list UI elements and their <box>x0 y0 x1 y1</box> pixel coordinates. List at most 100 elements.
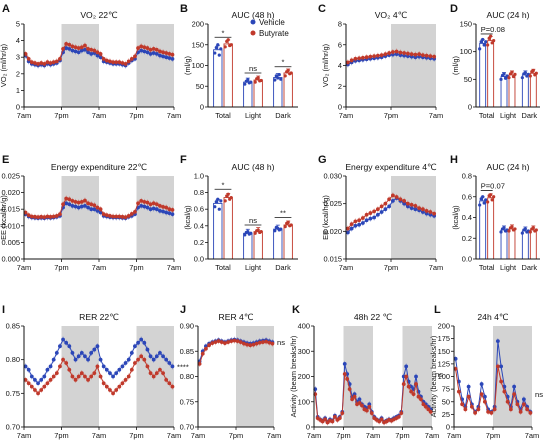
panel-letter: J <box>180 304 186 316</box>
x-tick-label: 7am <box>191 431 205 440</box>
data-point <box>139 199 144 203</box>
individual-point <box>259 78 263 83</box>
data-point <box>158 208 162 213</box>
data-point <box>261 340 265 345</box>
data-point <box>108 388 112 392</box>
data-point <box>142 340 147 345</box>
data-point <box>390 193 395 198</box>
y-tick-label: 6 <box>338 40 342 49</box>
series-butyrate <box>453 363 533 416</box>
data-point <box>70 199 75 203</box>
data-point <box>29 374 34 379</box>
x-tick-label: 7am <box>17 263 31 272</box>
data-point <box>142 49 147 54</box>
bar-butyrate <box>487 40 495 108</box>
panel-title: VO₂ 4℃ <box>375 10 408 20</box>
data-point <box>528 410 533 415</box>
individual-point <box>528 74 532 78</box>
data-point <box>83 374 87 379</box>
data-point <box>139 337 144 342</box>
data-point <box>48 377 53 382</box>
data-point <box>353 223 358 228</box>
data-point <box>45 60 50 65</box>
data-point <box>210 341 215 346</box>
data-point <box>83 203 87 208</box>
bar-vehicle <box>213 202 223 260</box>
x-tick-label: 7am <box>92 111 106 120</box>
data-point <box>67 344 72 349</box>
data-point <box>154 47 159 52</box>
individual-point <box>489 193 493 197</box>
data-point <box>101 381 106 386</box>
bar-vehicle <box>273 77 283 108</box>
bar-vehicle <box>273 228 283 260</box>
data-point <box>207 343 211 348</box>
x-tick-label: 7am <box>429 263 443 272</box>
individual-point <box>214 46 218 50</box>
data-point <box>204 346 208 351</box>
data-point <box>48 61 53 65</box>
x-tick-label: 7am <box>92 263 106 272</box>
data-point <box>89 47 94 52</box>
individual-point <box>528 230 532 234</box>
panel-title: 48h 22 ℃ <box>354 312 393 322</box>
y-tick-label: 4 <box>338 61 342 70</box>
data-point <box>79 45 84 50</box>
data-point <box>161 54 165 59</box>
data-point <box>89 51 94 56</box>
data-point <box>349 222 354 227</box>
dark-phase-shade <box>61 24 99 107</box>
data-point <box>79 371 84 376</box>
significance-label: ns <box>535 390 543 399</box>
x-tick-label: 7am <box>307 431 321 440</box>
individual-point <box>492 39 496 43</box>
legend-label: Butyrate <box>259 29 289 38</box>
data-point <box>89 374 94 379</box>
data-point <box>36 61 40 66</box>
data-point <box>349 58 354 63</box>
y-tick-label: 100 <box>192 61 204 70</box>
data-point <box>36 391 40 396</box>
x-tick-label: 7pm <box>486 431 500 440</box>
data-point <box>136 340 140 345</box>
data-point <box>104 213 109 218</box>
individual-point <box>478 203 482 207</box>
data-point <box>145 200 150 205</box>
y-tick-label: 125 <box>438 359 450 368</box>
dark-phase-shade <box>136 176 174 259</box>
significance-label: ** <box>280 209 286 218</box>
data-point <box>502 389 507 394</box>
data-point <box>45 214 50 219</box>
individual-point <box>229 43 233 47</box>
data-point <box>73 204 78 209</box>
data-point <box>48 214 53 219</box>
data-point <box>421 402 426 407</box>
dark-phase-shade <box>136 24 174 107</box>
individual-point <box>486 200 490 204</box>
individual-point <box>216 43 220 47</box>
y-tick-label: 3 <box>16 53 20 62</box>
p-value-label: P=0.07 <box>481 182 505 191</box>
panel-j: J RER 4℃ 0.70 0.75 0.80 0.85 0.90 7am 7pm 7am ns <box>180 304 286 440</box>
individual-point <box>502 226 506 230</box>
data-point <box>111 60 115 65</box>
data-point <box>145 347 150 352</box>
dark-phase-shade <box>391 24 436 107</box>
individual-point <box>216 197 220 201</box>
data-point <box>117 60 122 65</box>
individual-point <box>256 76 260 80</box>
individual-point <box>243 82 247 86</box>
data-point <box>167 361 172 365</box>
data-point <box>254 341 259 346</box>
data-point <box>79 199 84 204</box>
data-point <box>432 211 437 216</box>
data-point <box>238 340 243 345</box>
y-tick-label: 0.030 <box>324 172 343 181</box>
data-point <box>120 61 125 65</box>
y-axis-label: Activity (beam breaks/hr) <box>429 336 438 418</box>
x-tick-label: Dark <box>275 111 291 120</box>
data-point <box>364 218 369 223</box>
bar-butyrate <box>283 72 293 108</box>
individual-point <box>513 227 517 231</box>
data-point <box>170 364 175 369</box>
